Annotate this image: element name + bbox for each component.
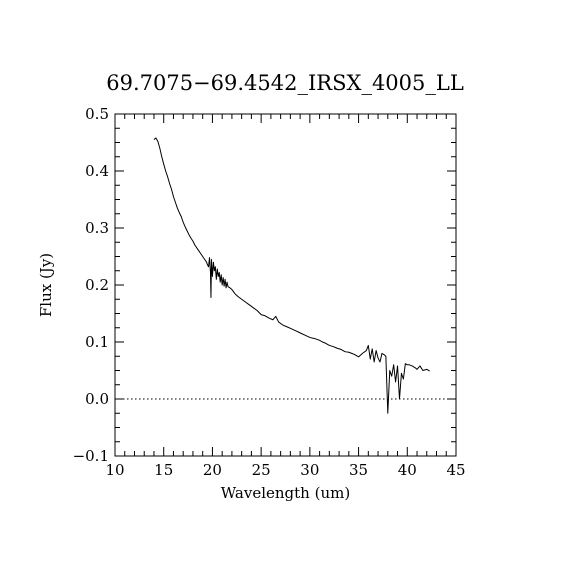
x-tick-label: 30 (300, 461, 319, 479)
x-tick-label: 45 (446, 461, 465, 479)
y-tick-label: −0.1 (73, 447, 109, 465)
y-tick-label: 0.2 (85, 276, 109, 294)
spectrum-line (153, 137, 430, 414)
x-axis-label: Wavelength (um) (221, 484, 350, 502)
y-axis-label: Flux (Jy) (37, 253, 55, 317)
y-tick-label: 0.4 (85, 162, 109, 180)
tick-marks-layer (114, 113, 457, 457)
y-tick-labels: −0.1 0.0 0.1 0.2 0.3 0.4 0.5 (73, 105, 109, 465)
x-tick-label: 25 (252, 461, 271, 479)
x-tick-label: 10 (105, 461, 124, 479)
y-tick-label: 0.5 (85, 105, 109, 123)
x-tick-label: 20 (203, 461, 222, 479)
y-tick-label: 0.1 (85, 333, 109, 351)
x-tick-label: 15 (154, 461, 173, 479)
x-tick-label: 40 (398, 461, 417, 479)
y-tick-label: 0.0 (85, 390, 109, 408)
x-tick-label: 35 (349, 461, 368, 479)
x-tick-labels: 10 15 20 25 30 35 40 45 (105, 461, 465, 479)
chart-title: 69.7075−69.4542_IRSX_4005_LL (106, 71, 464, 95)
series-layer (153, 137, 430, 414)
y-tick-label: 0.3 (85, 219, 109, 237)
